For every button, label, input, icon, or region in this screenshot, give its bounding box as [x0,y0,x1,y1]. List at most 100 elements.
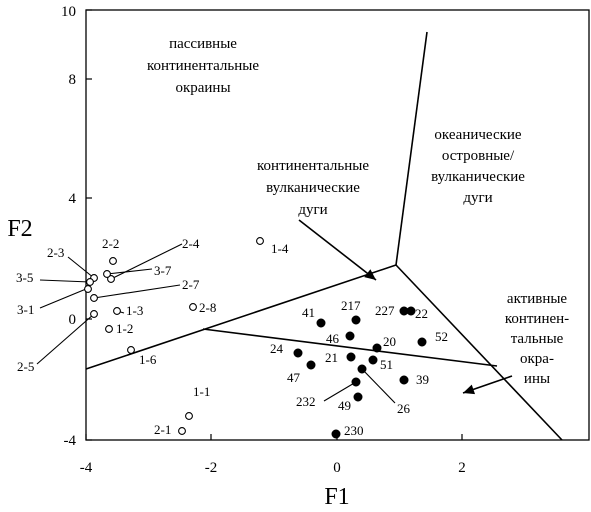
field-label-active: ины [524,371,550,387]
field-label-volcanic: континентальные [257,158,369,174]
boundary-line [395,31,428,266]
point-label: 52 [435,329,448,344]
x-axis-title: F1 [324,484,349,510]
field-label-passive: пассивные [169,36,237,52]
field-label-active: активные [507,291,568,307]
filled-point [399,375,409,385]
point-label: 3-7 [154,263,172,278]
point-label: 2-8 [199,300,216,315]
open-point [189,303,197,311]
open-point [109,257,117,265]
filled-point [345,331,355,341]
y-tick-label: 8 [69,72,77,88]
point-label: 1-6 [139,352,157,367]
label-leader-line [110,243,183,280]
x-tick-label: -4 [80,460,93,476]
open-point [105,325,113,333]
label-leader-line [323,381,357,402]
open-point [90,310,98,318]
point-label: 20 [383,334,396,349]
filled-point [368,355,378,365]
open-point [107,275,115,283]
y-tick-label: -4 [64,433,77,449]
point-label: 227 [375,303,395,318]
open-point [127,346,135,354]
point-label: 2-4 [182,236,200,251]
point-label: 22 [415,306,428,321]
open-point [84,285,92,293]
y-tick-label: 10 [61,4,76,20]
field-label-active: континен- [505,311,569,327]
field-label-oceanic: островные/ [442,148,515,164]
plot-frame [85,9,590,441]
point-label: 2-3 [47,245,64,260]
x-tick-label: 0 [333,460,341,476]
point-label: 49 [338,398,351,413]
open-point [113,307,121,315]
label-leader-line [39,279,91,283]
filled-point [357,364,367,374]
field-label-oceanic: вулканические [431,169,525,185]
field-label-passive: окраины [175,80,230,96]
point-label: 51 [380,357,393,372]
point-label: 24 [270,341,284,356]
point-label: 41 [302,305,315,320]
field-label-active: тальные [511,331,564,347]
label-leader-line [67,256,95,279]
label-leader-line [39,288,87,309]
filled-point [346,352,356,362]
open-point [256,237,264,245]
field-label-passive: континентальные [147,58,259,74]
filled-point [331,429,341,439]
point-label: 2-7 [182,277,200,292]
boundary-line [395,264,563,441]
filled-point [372,343,382,353]
point-label: 1-3 [126,303,143,318]
point-label: 39 [416,372,429,387]
filled-point [316,318,326,328]
filled-point [306,360,316,370]
field-label-volcanic: дуги [298,202,327,218]
point-label: 1-4 [271,241,289,256]
label-leader-line [361,368,396,404]
boundary-line [202,328,498,367]
field-label-oceanic: океанические [434,127,522,143]
field-arrow [298,219,377,281]
point-label: 230 [344,423,364,438]
point-label: 2-5 [17,359,34,374]
filled-point [351,377,361,387]
open-point [86,278,94,286]
x-tick-label: 2 [458,460,466,476]
filled-point [417,337,427,347]
filled-point [353,392,363,402]
filled-point [406,306,416,316]
x-tick-label: -2 [205,460,218,476]
point-label: 2-2 [102,236,119,251]
point-label: 3-1 [17,302,34,317]
filled-point [351,315,361,325]
y-tick-label: 4 [69,191,77,207]
label-leader-line [106,268,153,275]
point-label: 2-1 [154,422,171,437]
point-label: 217 [341,298,361,313]
field-label-volcanic: вулканические [266,180,360,196]
open-point [90,294,98,302]
label-leader-line [36,313,95,365]
point-label: 47 [287,370,301,385]
field-label-active: окра- [520,351,554,367]
point-label: 3-5 [16,270,33,285]
point-label: 21 [325,350,338,365]
open-point [178,427,186,435]
field-label-oceanic: дуги [463,190,492,206]
point-label: 1-1 [193,384,210,399]
point-label: 1-2 [116,321,133,336]
filled-point [293,348,303,358]
y-axis-title: F2 [7,216,32,242]
open-point [103,270,111,278]
point-label: 46 [326,331,340,346]
arrow-head [463,384,476,395]
y-tick-label: 0 [69,312,77,328]
label-leader-line [93,284,181,299]
point-label: 26 [397,401,411,416]
